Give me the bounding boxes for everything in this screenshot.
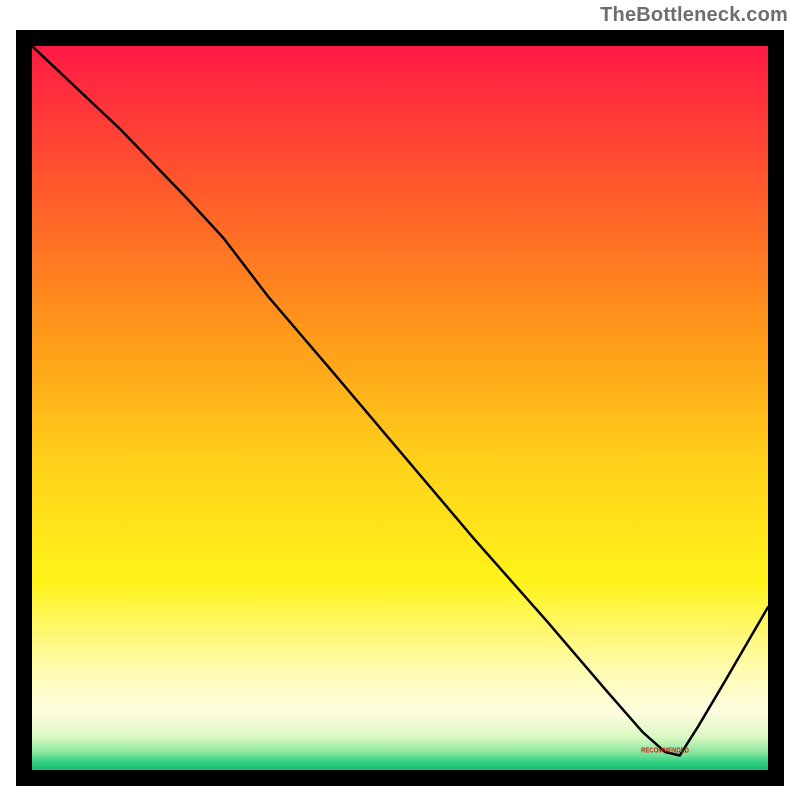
watermark-text: TheBottleneck.com: [600, 4, 788, 27]
plot-area: RECOMMENDED: [32, 46, 768, 770]
bottleneck-curve: [32, 46, 768, 770]
chart-stage: TheBottleneck.com RECOMMENDED: [0, 0, 800, 800]
recommended-label: RECOMMENDED: [641, 748, 689, 755]
